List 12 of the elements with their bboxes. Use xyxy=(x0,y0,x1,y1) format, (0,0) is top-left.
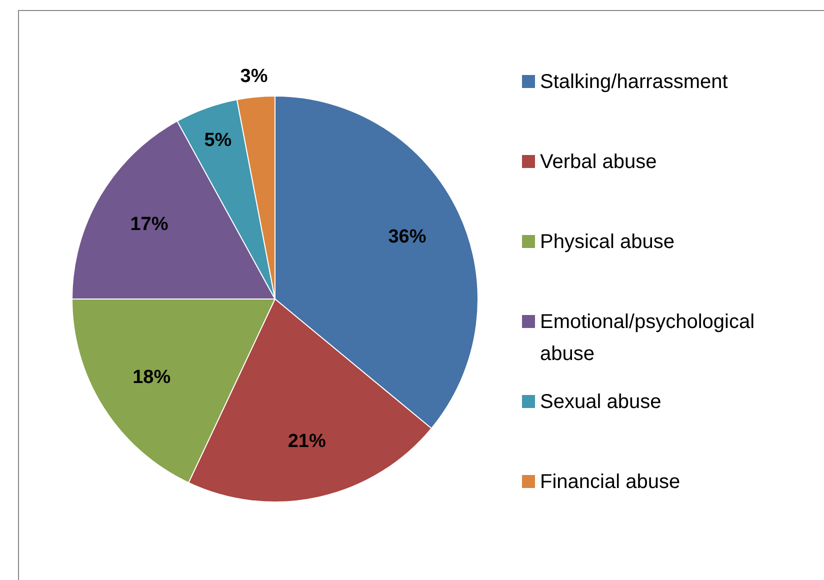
legend-label: Financial abuse xyxy=(540,471,680,493)
data-label: 18% xyxy=(132,366,171,388)
legend-label: Sexual abuse xyxy=(540,391,662,413)
legend-label: Verbal abuse xyxy=(540,151,657,173)
data-label: 5% xyxy=(204,130,232,151)
data-label: 21% xyxy=(288,431,326,452)
data-label: 3% xyxy=(240,66,268,88)
legend-label: Physical abuse xyxy=(540,231,675,253)
data-label: 36% xyxy=(388,226,426,248)
legend-label: Stalking/harrassment xyxy=(540,71,728,93)
data-label: 17% xyxy=(130,214,168,236)
legend-label: Emotional/psychological abuse xyxy=(540,311,755,365)
